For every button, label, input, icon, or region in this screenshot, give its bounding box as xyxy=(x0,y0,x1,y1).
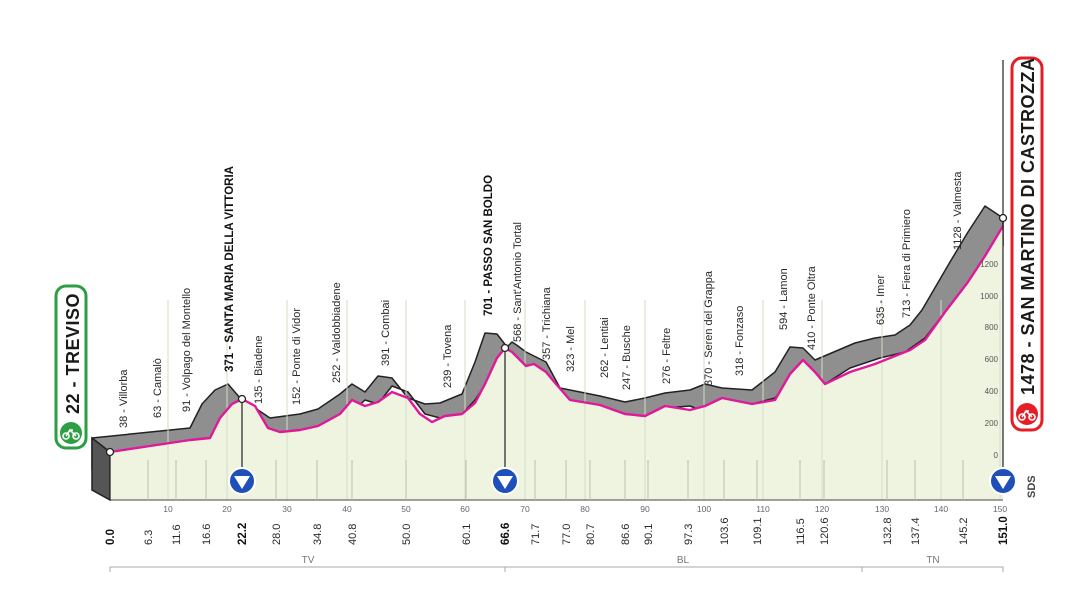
waypoint-label: 276 - Feltre xyxy=(661,328,673,384)
grid-km-label: 70 xyxy=(520,504,530,514)
km-grid-labels: 10 20 30 40 50 60 70 80 90 100 110 120 130 140 150 xyxy=(163,504,1007,514)
kom-marker-finish xyxy=(989,467,1017,495)
start-point xyxy=(105,447,115,457)
altitude-tick: 1000 xyxy=(980,292,998,301)
kom1-point xyxy=(237,394,247,404)
finish-badge: 1478 - SAN MARTINO DI CASTROZZA xyxy=(1010,56,1044,432)
altitude-tick: 0 xyxy=(994,451,999,460)
region-tv: TV xyxy=(302,555,315,566)
finish-label: 1478 - SAN MARTINO DI CASTROZZA xyxy=(1018,57,1038,395)
region-bl: BL xyxy=(677,555,690,566)
km-label: 86.6 xyxy=(620,524,632,545)
km-label: 151.0 xyxy=(998,516,1010,545)
km-label: 120.6 xyxy=(819,517,831,545)
grid-km-label: 80 xyxy=(580,504,590,514)
bicycle-icon xyxy=(62,428,80,440)
waypoint-label: 701 - PASSO SAN BOLDO xyxy=(483,175,495,316)
waypoint-label: 135 - Biadene xyxy=(253,336,265,405)
km-label: 145.2 xyxy=(958,517,970,545)
altitude-tick: 800 xyxy=(985,323,999,332)
kom2-point xyxy=(500,343,510,353)
sds-logo: SDS xyxy=(1026,475,1038,498)
waypoint-label: 594 - Lamon xyxy=(778,268,790,330)
km-label: 60.1 xyxy=(461,524,473,545)
waypoint-label: 38 - Villorba xyxy=(118,369,130,428)
waypoint-label: 391 - Combai xyxy=(380,300,392,366)
km-label: 103.6 xyxy=(719,517,731,545)
waypoint-label: 410 - Ponte Oltra xyxy=(806,265,818,350)
grid-km-label: 50 xyxy=(401,504,411,514)
km-gridlines xyxy=(167,300,1001,500)
waypoint-labels: 38 - Villorba 63 - Camalò 91 - Volpago del… xyxy=(118,166,964,428)
km-label: 80.7 xyxy=(585,524,597,545)
km-label: 16.6 xyxy=(201,524,213,545)
waypoint-label: 239 - Tovena xyxy=(442,324,454,388)
altitude-tick: 400 xyxy=(985,387,999,396)
km-label: 71.7 xyxy=(530,524,542,545)
altitude-tick: 200 xyxy=(985,419,999,428)
finish-point xyxy=(998,213,1008,223)
profile-line xyxy=(109,225,1005,454)
km-label: 137.4 xyxy=(910,517,922,545)
km-label: 66.6 xyxy=(500,523,512,545)
waypoint-label: 323 - Mel xyxy=(565,326,577,372)
waypoint-label: 568 - Sant'Antonio Tortal xyxy=(512,222,524,342)
km-label: 50.0 xyxy=(401,524,413,545)
waypoint-label: 252 - Valdobbiadene xyxy=(331,282,343,383)
waypoint-label: 635 - Imer xyxy=(875,275,887,325)
km-label: 11.6 xyxy=(171,524,183,545)
grid-km-label: 150 xyxy=(993,504,1007,514)
grid-km-label: 10 xyxy=(163,504,173,514)
km-label: 116.5 xyxy=(795,518,807,545)
grid-km-label: 120 xyxy=(815,504,829,514)
grid-km-label: 40 xyxy=(342,504,352,514)
km-label: 22.2 xyxy=(237,523,249,545)
km-label: 0.0 xyxy=(105,529,117,545)
km-distance-labels: 0.0 6.3 11.6 16.6 22.2 28.0 34.8 40.8 50.0 60.1 66… xyxy=(105,460,1010,545)
km-label: 28.0 xyxy=(271,524,283,545)
altitude-scale: 0 200 400 600 800 1000 1200 xyxy=(980,260,998,460)
km-label: 34.8 xyxy=(312,524,324,545)
altitude-tick: 1200 xyxy=(980,260,998,269)
waypoint-label: 63 - Camalò xyxy=(152,358,164,418)
km-label: 97.3 xyxy=(683,524,695,545)
kom-marker-1 xyxy=(228,467,256,495)
km-label: 90.1 xyxy=(643,524,655,545)
km-label: 109.1 xyxy=(752,517,764,545)
grid-km-label: 30 xyxy=(282,504,292,514)
grid-km-label: 110 xyxy=(756,504,770,514)
kom-marker-2 xyxy=(491,467,519,495)
region-tn: TN xyxy=(926,555,939,566)
start-badge: 22 - TREVISO xyxy=(54,284,88,450)
km-label: 6.3 xyxy=(143,530,155,545)
altitude-tick: 600 xyxy=(985,355,999,364)
km-label: 77.0 xyxy=(561,524,573,545)
region-brackets xyxy=(109,566,1004,572)
grid-km-label: 100 xyxy=(697,504,711,514)
waypoint-label: 152 - Ponte di Vidor xyxy=(291,308,303,405)
grid-km-label: 140 xyxy=(934,504,948,514)
waypoint-label: 713 - Fiera di Primiero xyxy=(901,209,913,318)
profile-area xyxy=(110,226,1003,500)
grid-km-label: 130 xyxy=(875,504,889,514)
waypoint-label: 1128 - Valmesta xyxy=(952,171,964,250)
bicycle-icon xyxy=(1018,409,1036,421)
grid-km-label: 60 xyxy=(460,504,470,514)
start-label: 22 - TREVISO xyxy=(63,293,83,414)
km-label: 132.8 xyxy=(882,517,894,545)
waypoint-label: 262 - Lentiai xyxy=(599,317,611,378)
waypoint-label: 370 - Seren del Grappa xyxy=(703,270,715,386)
waypoint-label: 318 - Fonzaso xyxy=(734,306,746,376)
waypoint-label: 247 - Busche xyxy=(621,325,633,390)
km-label: 40.8 xyxy=(347,524,359,545)
waypoint-label: 371 - SANTA MARIA DELLA VITTORIA xyxy=(224,166,236,372)
waypoint-label: 357 - Trichiana xyxy=(541,286,553,360)
grid-km-label: 90 xyxy=(640,504,650,514)
waypoint-label: 91 - Volpago del Montello xyxy=(181,288,193,412)
grid-km-label: 20 xyxy=(222,504,232,514)
